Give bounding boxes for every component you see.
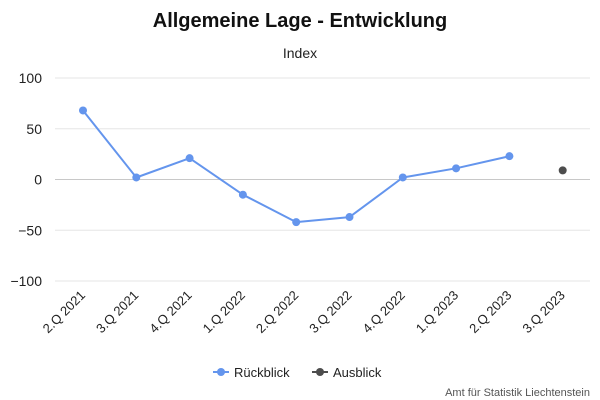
legend-marker-ausblick — [316, 368, 324, 376]
x-tick-label: 2.Q 2022 — [253, 288, 301, 336]
x-tick-label: 3.Q 2021 — [93, 288, 141, 336]
chart-subtitle: Index — [283, 45, 317, 61]
x-tick-label: 2.Q 2023 — [466, 288, 514, 336]
legend-item-ausblick[interactable]: Ausblick — [312, 365, 382, 380]
y-axis-ticks: 100 50 0 −50 −100 — [10, 70, 42, 289]
x-tick-label: 3.Q 2022 — [306, 288, 354, 336]
legend-label-rueckblick: Rückblick — [234, 365, 290, 380]
data-point[interactable] — [79, 106, 87, 115]
x-tick-label: 1.Q 2023 — [413, 288, 461, 336]
series-layer — [79, 106, 567, 227]
data-point[interactable] — [345, 213, 354, 222]
y-tick-label: 0 — [34, 172, 42, 188]
x-tick-label: 4.Q 2021 — [146, 288, 194, 336]
data-point[interactable] — [132, 173, 141, 182]
legend[interactable]: Rückblick Ausblick — [213, 365, 382, 380]
legend-marker-rueckblick — [217, 368, 225, 376]
x-tick-label: 2.Q 2021 — [40, 288, 88, 336]
legend-label-ausblick: Ausblick — [333, 365, 382, 380]
data-point[interactable] — [452, 164, 461, 173]
chart-title: Allgemeine Lage - Entwicklung — [153, 10, 448, 32]
y-tick-label: 50 — [26, 121, 42, 137]
grid-lines — [55, 77, 590, 282]
data-point[interactable] — [238, 190, 247, 199]
y-tick-label: −50 — [18, 222, 42, 238]
series-line-0 — [82, 109, 510, 224]
y-tick-label: 100 — [19, 70, 43, 86]
chart-credit: Amt für Statistik Liechtenstein — [445, 387, 590, 399]
data-point[interactable] — [185, 154, 194, 163]
x-tick-label: 1.Q 2022 — [200, 288, 248, 336]
x-tick-label: 3.Q 2023 — [519, 288, 567, 336]
data-point[interactable] — [398, 173, 407, 182]
x-tick-label: 4.Q 2022 — [359, 288, 407, 336]
data-point[interactable] — [558, 166, 567, 175]
y-tick-label: −100 — [10, 273, 42, 289]
data-point[interactable] — [505, 152, 514, 161]
data-point[interactable] — [292, 218, 301, 227]
x-axis-ticks: 2.Q 2021 3.Q 2021 4.Q 2021 1.Q 2022 2.Q 2022… — [40, 288, 568, 336]
legend-item-rueckblick[interactable]: Rückblick — [213, 365, 290, 380]
